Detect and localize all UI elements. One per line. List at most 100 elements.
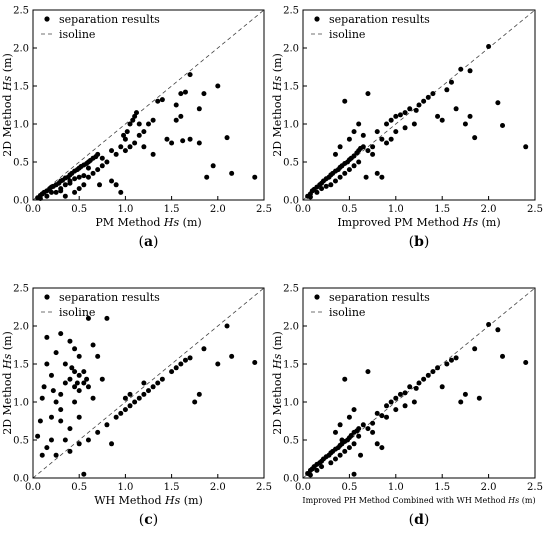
data-point xyxy=(319,186,325,192)
data-point xyxy=(421,376,427,382)
data-point xyxy=(393,407,399,413)
y-axis-title-text: 2D Method xyxy=(1,91,14,157)
data-point xyxy=(53,399,59,405)
data-point xyxy=(136,121,142,127)
data-point xyxy=(159,376,165,382)
data-point xyxy=(124,129,130,135)
y-axis-title-unit: (m) xyxy=(1,53,14,76)
data-point xyxy=(85,165,91,171)
data-point xyxy=(425,94,431,100)
x-axis-title-unit: (m) xyxy=(179,216,202,229)
data-point xyxy=(229,170,235,176)
y-tick-label: 2.5 xyxy=(283,6,299,17)
data-point xyxy=(374,170,380,176)
plot-frame xyxy=(32,9,265,201)
y-tick-label: 1.5 xyxy=(283,360,299,371)
x-axis-title-variable: Hs xyxy=(507,496,519,505)
data-point xyxy=(155,98,161,104)
x-tick-label: 1.0 xyxy=(388,204,404,215)
data-point xyxy=(356,121,362,127)
data-point xyxy=(370,420,376,426)
legend-label-isoline: isoline xyxy=(329,306,365,319)
data-point xyxy=(421,98,427,104)
data-point xyxy=(337,422,343,428)
y-axis-title: 2D Method Hs (m) xyxy=(1,331,14,435)
data-point xyxy=(500,123,506,129)
data-point xyxy=(476,395,482,401)
data-point xyxy=(169,369,175,375)
data-point xyxy=(90,170,96,176)
data-point xyxy=(332,429,338,435)
data-point xyxy=(453,106,459,112)
data-point xyxy=(342,170,348,176)
x-axis-title: PM Method Hs (m) xyxy=(95,216,201,229)
data-point xyxy=(393,113,399,119)
data-point xyxy=(44,361,50,367)
y-axis-title-unit: (m) xyxy=(1,331,14,354)
data-point xyxy=(146,121,151,127)
data-point xyxy=(430,91,436,97)
data-point xyxy=(76,441,82,447)
data-point xyxy=(346,136,352,142)
x-tick-label: 0.0 xyxy=(25,482,41,493)
data-point xyxy=(53,452,59,458)
y-tick-label: 2.5 xyxy=(13,284,29,295)
data-point xyxy=(224,135,230,141)
data-point xyxy=(62,193,68,199)
data-point xyxy=(99,376,105,382)
y-tick-label: 0.5 xyxy=(13,158,29,169)
panel-label: (d) xyxy=(409,512,430,528)
data-point xyxy=(109,441,115,447)
y-tick-label: 1.0 xyxy=(283,120,299,131)
data-point xyxy=(351,129,357,135)
panel-label: (a) xyxy=(138,234,158,250)
data-point xyxy=(90,395,96,401)
data-point xyxy=(159,97,165,103)
x-axis-title-unit: (m) xyxy=(519,496,535,505)
y-axis-title-text: 2D Method xyxy=(1,369,14,435)
data-point xyxy=(495,327,501,333)
y-axis-title-text: 2D Method xyxy=(271,91,284,157)
x-axis-title-variable: Hs xyxy=(462,216,479,229)
data-point xyxy=(62,380,68,386)
data-point xyxy=(388,399,394,405)
x-axis-title-unit: (m) xyxy=(478,216,501,229)
data-point xyxy=(252,174,258,180)
y-tick-label: 2.0 xyxy=(283,44,299,55)
data-point xyxy=(99,155,105,161)
y-axis-title-variable: Hs xyxy=(271,75,284,92)
x-tick-label: 0.0 xyxy=(25,204,41,215)
data-point xyxy=(95,429,101,435)
data-point xyxy=(458,66,464,72)
y-tick-label: 0.5 xyxy=(283,158,299,169)
y-tick-label: 1.5 xyxy=(283,82,299,93)
data-point xyxy=(113,151,119,157)
data-point xyxy=(150,117,156,123)
x-axis-title: WH Method Hs (m) xyxy=(94,494,203,507)
data-point xyxy=(187,72,193,78)
data-point xyxy=(141,129,147,135)
data-point xyxy=(388,117,394,123)
legend-label-isoline: isoline xyxy=(59,28,95,41)
x-axis-title-text: Improved PH Method Combined with WH Meth… xyxy=(302,496,508,505)
data-point xyxy=(39,452,45,458)
y-tick-label: 0.0 xyxy=(13,474,29,485)
data-point xyxy=(150,384,156,390)
data-point xyxy=(127,121,133,127)
data-point xyxy=(127,391,133,397)
data-point xyxy=(448,79,454,85)
data-point xyxy=(413,107,419,113)
data-point xyxy=(402,125,408,131)
data-point xyxy=(72,346,78,352)
y-tick-label: 1.0 xyxy=(13,120,29,131)
data-point xyxy=(35,433,41,439)
data-point xyxy=(72,384,78,390)
data-point xyxy=(127,144,133,150)
data-point xyxy=(332,178,338,184)
data-point xyxy=(363,174,369,180)
panel-label-letter: d xyxy=(414,512,424,528)
data-point xyxy=(104,422,110,428)
data-point xyxy=(314,189,320,195)
data-point xyxy=(351,163,357,169)
data-point xyxy=(379,136,385,142)
